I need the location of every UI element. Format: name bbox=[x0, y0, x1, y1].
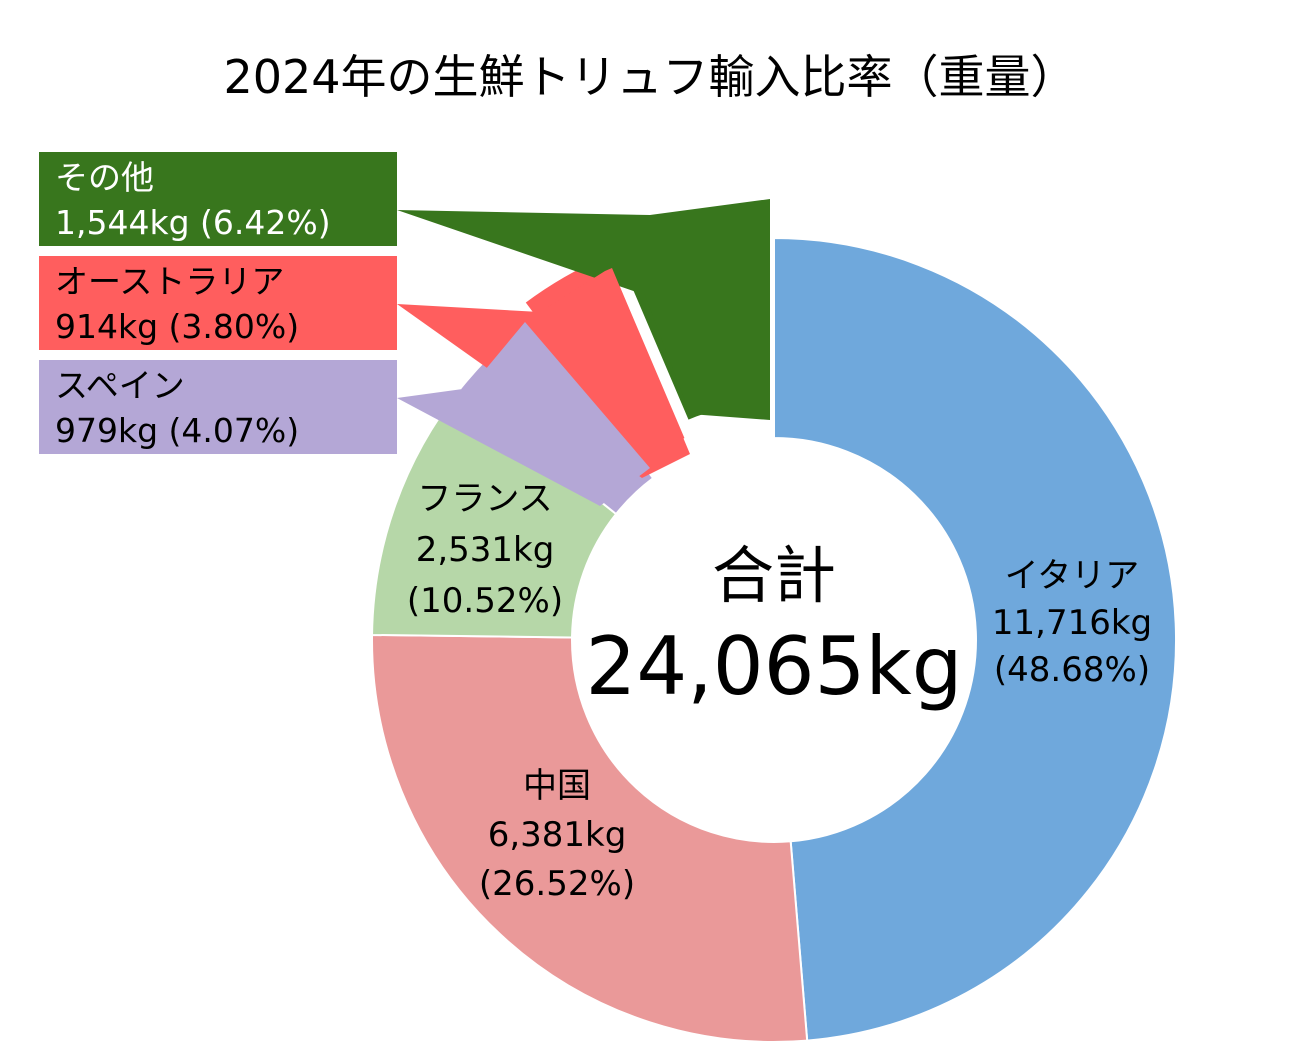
slice-label-name: イタリア bbox=[1005, 556, 1140, 596]
callout-value-spain: 979kg (4.07%) bbox=[55, 411, 299, 450]
callouts-group: その他 1,544kg (6.42%) オーストラリア 914kg (3.80%) スペ… bbox=[39, 152, 770, 506]
slice-china bbox=[371, 633, 809, 1044]
callout-name-other: その他 bbox=[55, 158, 154, 197]
callout-box-spain bbox=[39, 360, 397, 454]
slice-label-value: 6,381kg bbox=[488, 815, 627, 855]
slice-label-france: フランス 2,531kg (10.52%) bbox=[407, 479, 563, 621]
slice-label-china: 中国 6,381kg (26.52%) bbox=[479, 766, 635, 904]
slice-italy bbox=[773, 236, 1178, 1042]
slice-label-value: 2,531kg bbox=[416, 530, 555, 570]
slice-label-italy: イタリア 11,716kg (48.68%) bbox=[992, 556, 1152, 690]
callout-box-other bbox=[39, 152, 397, 246]
center-total-value: 24,065kg bbox=[585, 620, 962, 713]
slice-label-percent: (10.52%) bbox=[407, 581, 563, 621]
callout-name-spain: スペイン bbox=[55, 366, 185, 405]
callout-value-other: 1,544kg (6.42%) bbox=[55, 203, 331, 242]
center-total-label: 合計 bbox=[712, 539, 836, 612]
slice-label-name: フランス bbox=[417, 479, 552, 519]
chart-title: 2024年の生鮮トリュフ輸入比率（重量） bbox=[223, 50, 1076, 104]
callout-value-australia: 914kg (3.80%) bbox=[55, 307, 299, 346]
callout-name-australia: オーストラリア bbox=[55, 262, 284, 301]
slice-label-percent: (48.68%) bbox=[994, 650, 1150, 690]
callout-connector-other bbox=[397, 199, 770, 420]
slice-label-percent: (26.52%) bbox=[479, 864, 635, 904]
slice-label-name: 中国 bbox=[523, 766, 591, 806]
slice-label-value: 11,716kg bbox=[992, 603, 1152, 643]
callout-box-australia bbox=[39, 256, 397, 350]
callout-connector-spain bbox=[397, 322, 650, 506]
